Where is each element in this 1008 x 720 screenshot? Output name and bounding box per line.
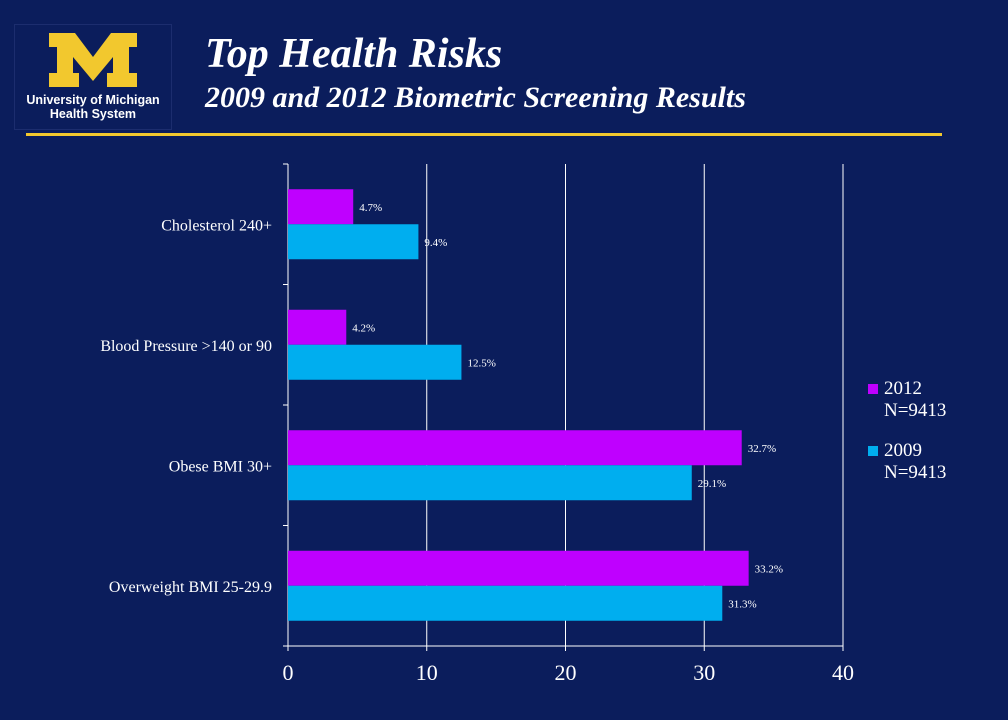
data-label-2012-3: 33.2% bbox=[755, 563, 783, 575]
x-tick-label-1: 10 bbox=[416, 660, 438, 685]
x-tick-label-4: 40 bbox=[832, 660, 854, 685]
legend-label-2012: 2012 bbox=[884, 378, 922, 399]
legend-label-2009: 2009 bbox=[884, 440, 922, 461]
legend-entry-2012: 2012 N=9413 bbox=[868, 378, 946, 422]
category-label-0: Cholesterol 240+ bbox=[161, 217, 272, 234]
bar-2009-3 bbox=[288, 585, 723, 621]
category-label-1: Blood Pressure >140 or 90 bbox=[100, 338, 272, 355]
legend-swatch-2012 bbox=[868, 384, 878, 394]
bar-2009-1 bbox=[288, 344, 462, 380]
legend-sample-2009: N=9413 bbox=[884, 462, 947, 483]
data-label-2009-3: 31.3% bbox=[728, 598, 756, 610]
university-logo: University of Michigan Health System bbox=[14, 24, 172, 130]
title-divider bbox=[26, 133, 942, 136]
category-label-2: Obese BMI 30+ bbox=[169, 458, 272, 475]
logo-line-1: University of Michigan bbox=[26, 93, 160, 107]
bar-2012-2 bbox=[288, 430, 742, 466]
data-label-2009-0: 9.4% bbox=[424, 237, 447, 249]
legend-entry-2009: 2009 N=9413 bbox=[868, 440, 946, 484]
data-label-2012-0: 4.7% bbox=[359, 202, 382, 214]
bar-2012-3 bbox=[288, 550, 749, 586]
legend-swatch-2009 bbox=[868, 446, 878, 456]
data-label-2009-2: 29.1% bbox=[698, 478, 726, 490]
x-tick-label-2: 20 bbox=[555, 660, 577, 685]
data-label-2012-2: 32.7% bbox=[748, 443, 776, 455]
category-label-3: Overweight BMI 25-29.9 bbox=[109, 579, 272, 596]
page-subtitle: 2009 and 2012 Biometric Screening Result… bbox=[205, 81, 746, 114]
block-m-icon bbox=[49, 33, 137, 87]
page-title: Top Health Risks bbox=[205, 31, 503, 77]
logo-line-2: Health System bbox=[49, 107, 137, 121]
legend-sample-2012: N=9413 bbox=[884, 400, 947, 421]
bar-2012-0 bbox=[288, 189, 354, 225]
data-label-2009-1: 12.5% bbox=[467, 357, 495, 369]
x-tick-label-3: 30 bbox=[693, 660, 715, 685]
x-tick-label-0: 0 bbox=[283, 660, 294, 685]
logo-text: University of Michigan Health System bbox=[26, 93, 159, 121]
bar-2009-0 bbox=[288, 224, 419, 260]
bar-2009-2 bbox=[288, 465, 692, 501]
data-label-2012-1: 4.2% bbox=[352, 322, 375, 334]
bar-2012-1 bbox=[288, 309, 347, 345]
chart-legend: 2012 N=9413 2009 N=9413 bbox=[868, 378, 946, 502]
